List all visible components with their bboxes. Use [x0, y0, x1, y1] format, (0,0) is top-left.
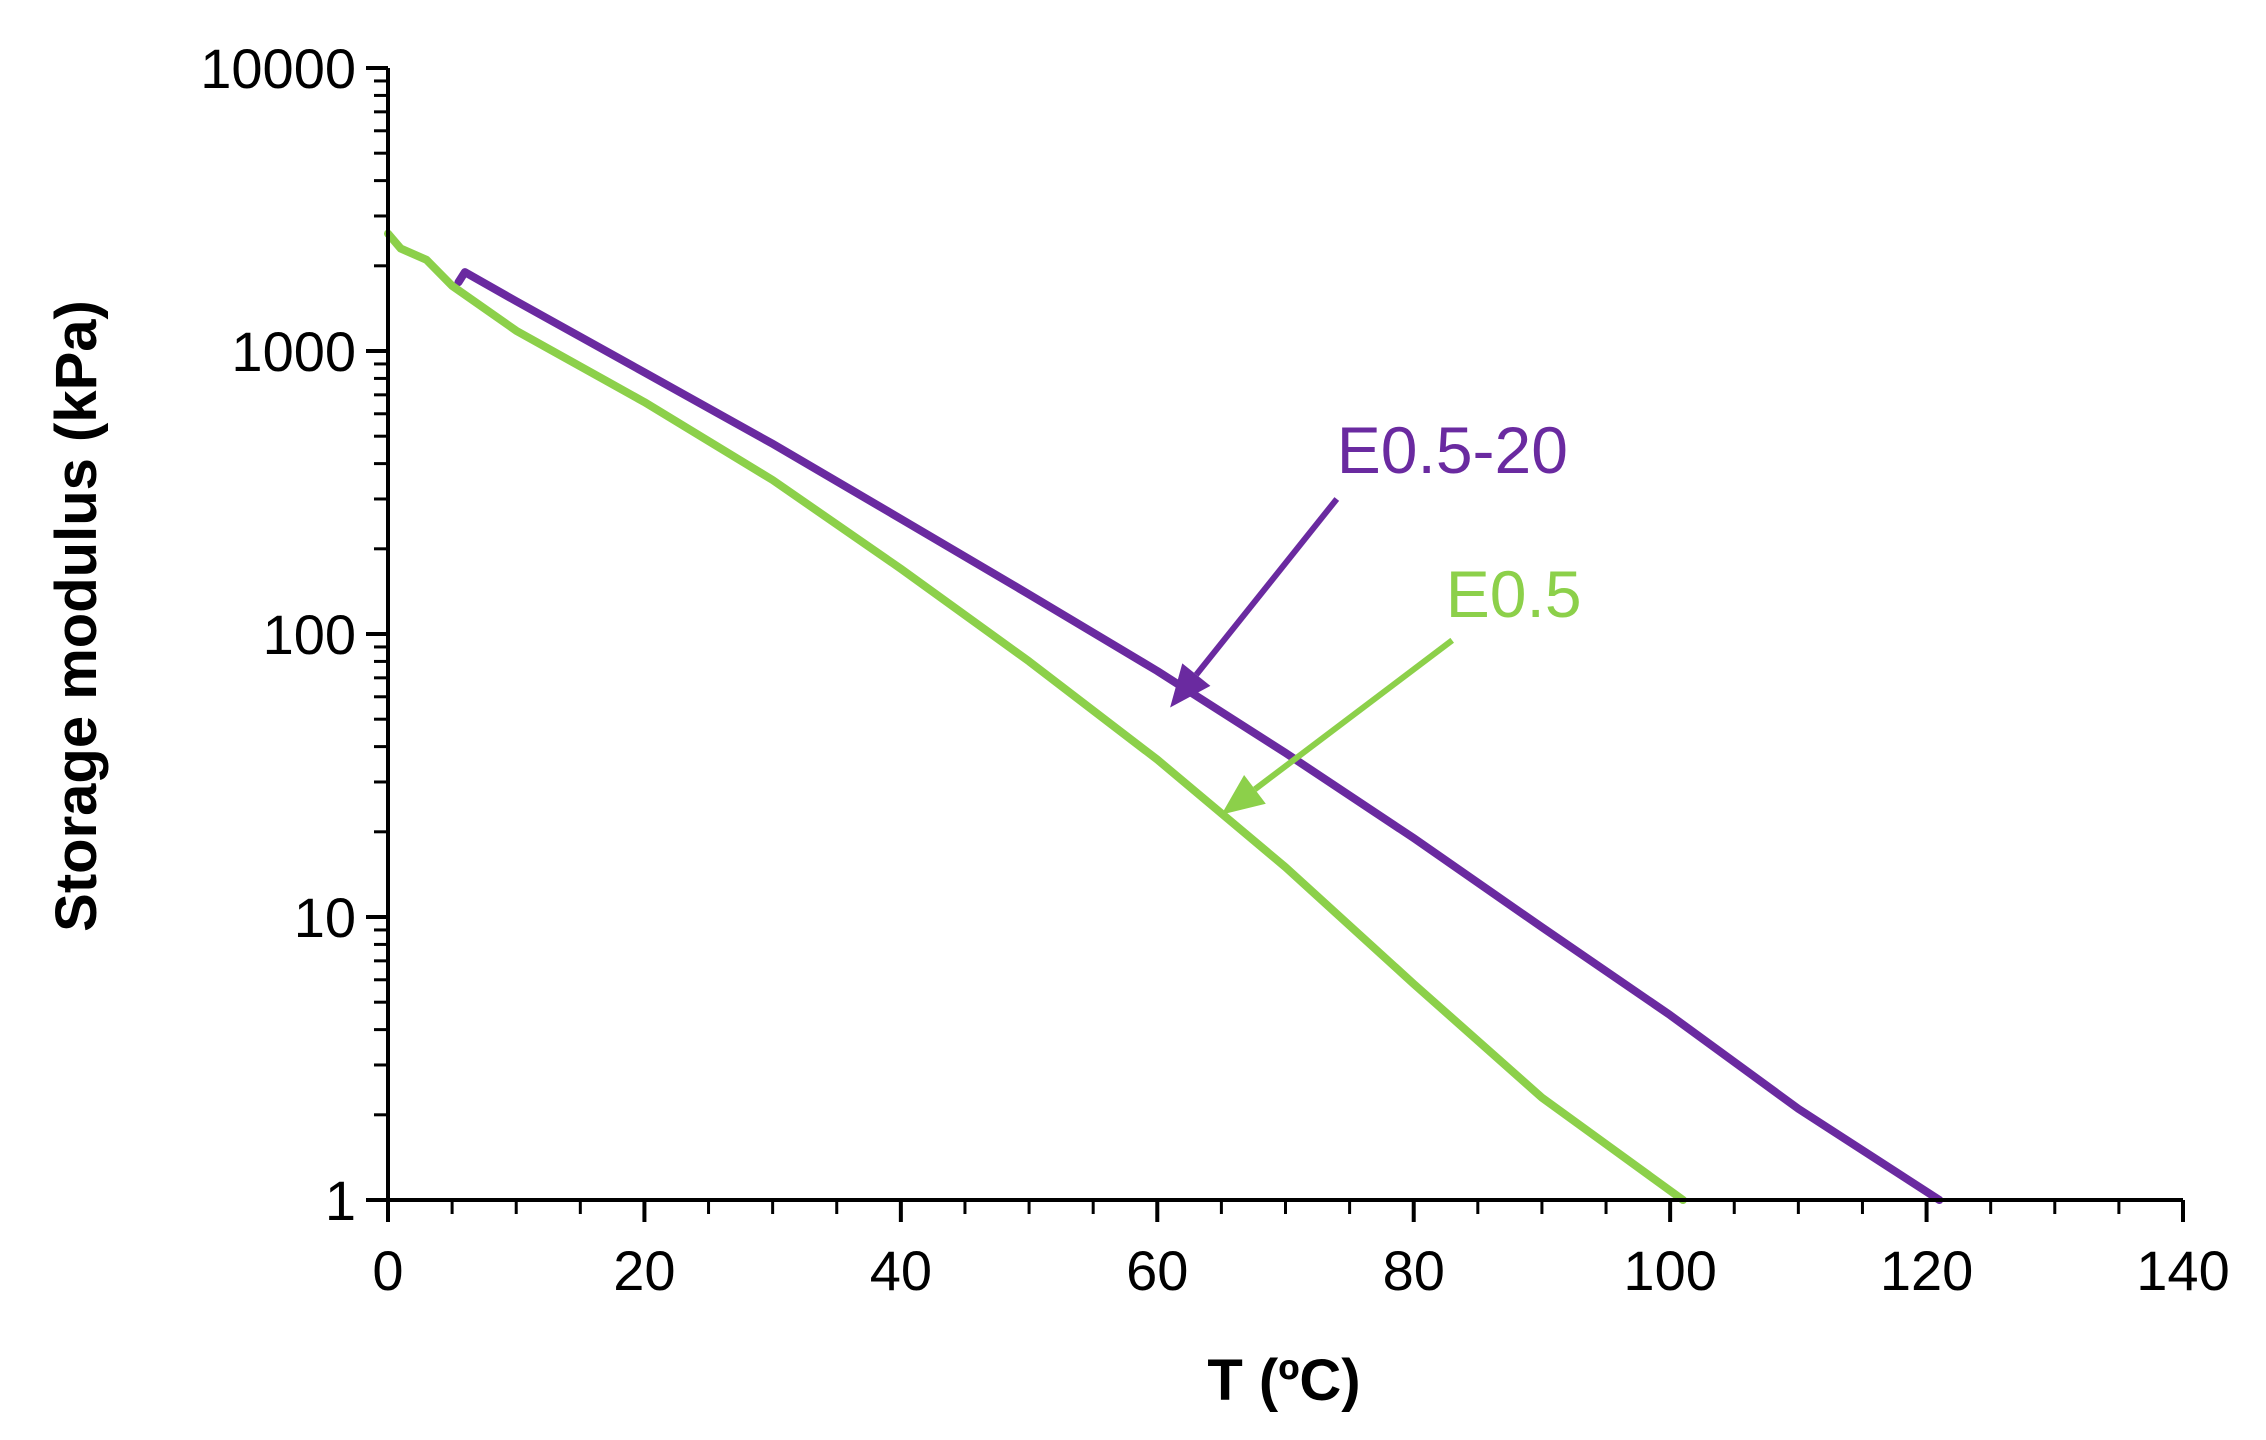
x-tick-label: 60 — [1126, 1239, 1188, 1302]
y-tick-label: 100 — [263, 603, 356, 666]
y-axis-title: Storage modulus (kPa) — [44, 300, 109, 932]
x-tick-label: 0 — [372, 1239, 403, 1302]
x-tick-label: 120 — [1880, 1239, 1973, 1302]
axes: 0 20 40 60 80 100 120 140 1 10 100 1000 10000 — [200, 37, 2229, 1302]
y-tick-label: 1 — [325, 1169, 356, 1232]
annotation-label-e0-5-20: E0.5-20 — [1337, 413, 1568, 487]
series-line-e0-5 — [384, 229, 1687, 1204]
x-tick-label: 100 — [1623, 1239, 1716, 1302]
annotation-arrow-e0-5-20 — [1193, 497, 1340, 677]
plot-lines — [384, 229, 1944, 1204]
x-tick-label: 40 — [870, 1239, 932, 1302]
x-tick-label: 20 — [613, 1239, 675, 1302]
y-tick-label: 1000 — [231, 320, 356, 383]
y-tick-label: 10000 — [200, 37, 356, 100]
y-tick-label: 10 — [294, 886, 356, 949]
x-tick-label: 80 — [1383, 1239, 1445, 1302]
annotations: E0.5-20 E0.5 — [1170, 413, 1582, 815]
annotation-arrowhead-e0-5 — [1221, 775, 1266, 815]
annotation-arrow-e0-5 — [1253, 637, 1454, 792]
annotation-arrowhead-e0-5-20 — [1170, 663, 1211, 708]
x-axis-title: T (ºC) — [1207, 1348, 1360, 1413]
annotation-label-e0-5: E0.5 — [1446, 557, 1582, 631]
series-line-e0-5-20 — [454, 268, 1944, 1204]
x-tick-label: 140 — [2136, 1239, 2229, 1302]
